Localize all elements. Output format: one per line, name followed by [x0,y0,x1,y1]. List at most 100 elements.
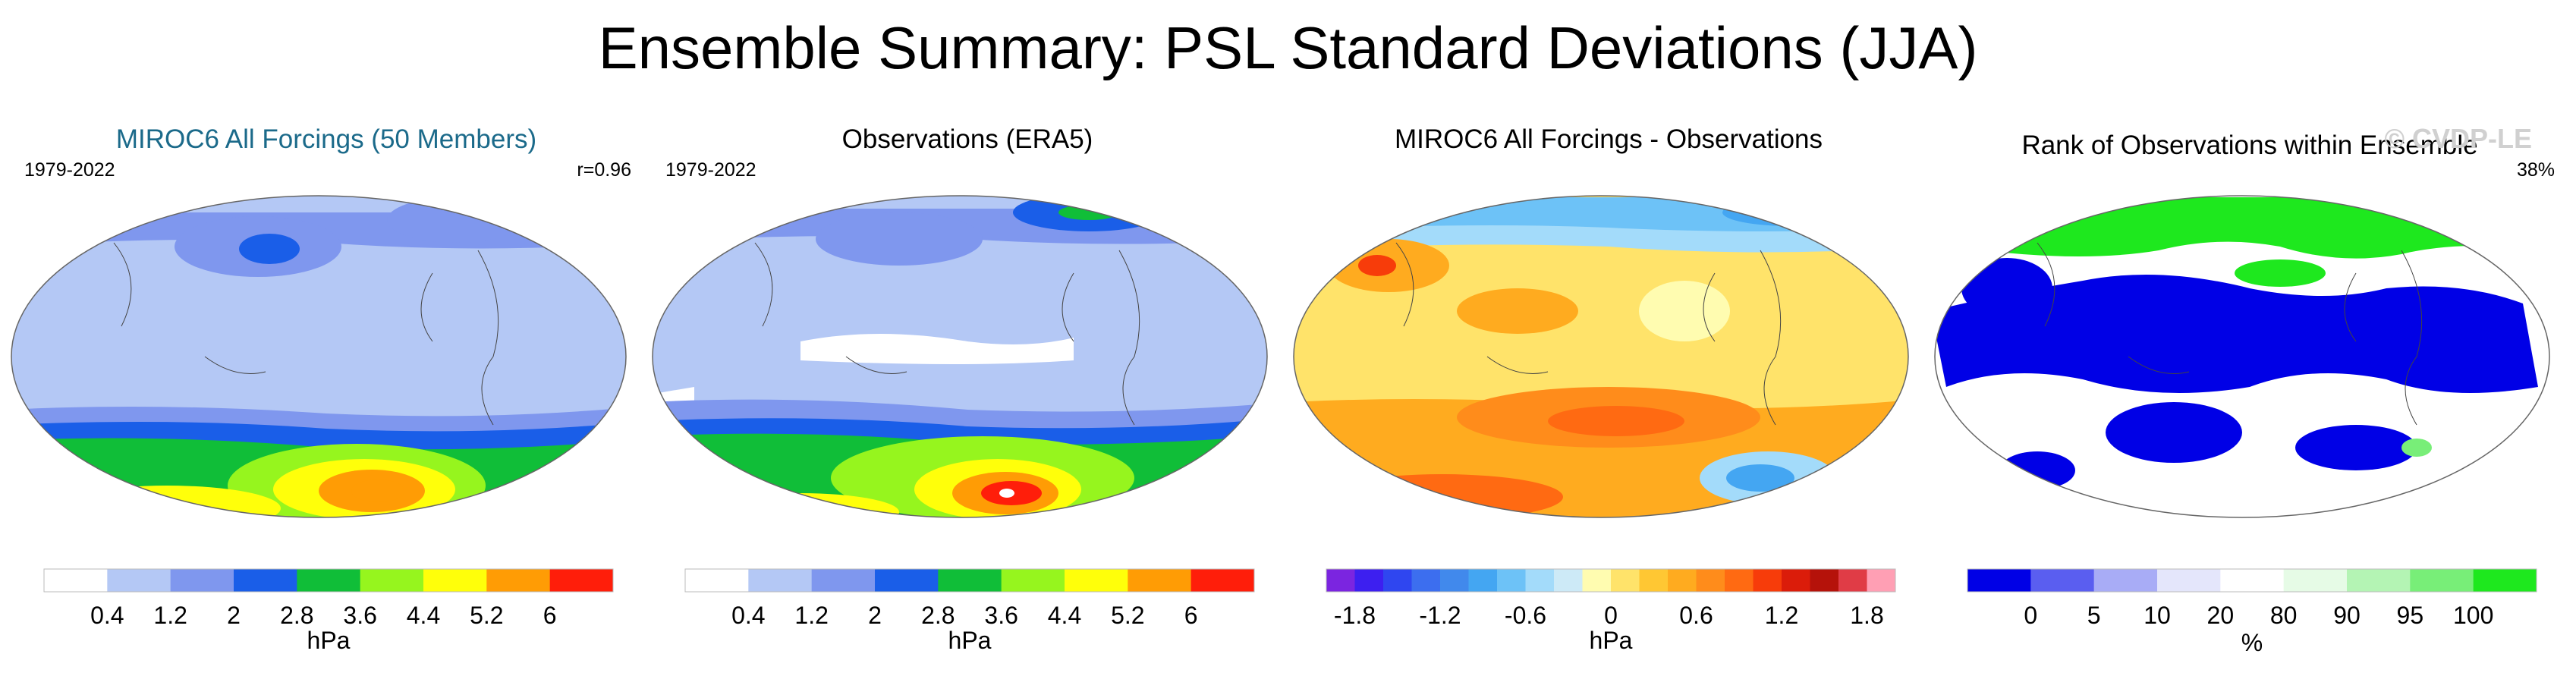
colorbar-outline [43,568,614,593]
colorbar-tick-label: -1.8 [1334,602,1376,629]
colorbar-tick-label: 0.6 [1679,602,1713,629]
colorbar-outline [1326,568,1896,593]
colorbar-tick-label: 3.6 [343,602,376,629]
colorbar-box [2157,569,2221,592]
colorbar-box [1326,569,1355,592]
colorbar-box [1639,569,1669,592]
sd-contour-north-pacific [816,212,983,266]
colorbar-units: % [2241,629,2263,656]
colorbar-units: hPa [1590,627,1633,654]
colorbar-box [423,569,487,592]
coastlines [754,242,1140,426]
diff-southern-positive-3 [1548,406,1684,436]
diff-south-atlantic-min [1726,464,1794,492]
colorbar-box [2030,569,2095,592]
colorbar-tick-label: 5 [2087,602,2101,629]
watermark: © CVDP-LE [2384,123,2532,154]
colorbar-tick-label: 80 [2270,602,2298,629]
colorbar-box [938,569,1002,592]
colorbar-tick-label: 5.2 [1111,602,1144,629]
colorbar-box [1668,569,1697,592]
colorbar-tick-label: 2.8 [921,602,955,629]
colorbar-tick-label: 2 [868,602,882,629]
colorbar-tick-label: 2.8 [280,602,313,629]
colorbar-box [2410,569,2474,592]
colorbar-tick-label: 0.4 [731,602,765,629]
colorbar-box [1001,569,1065,592]
colorbar-box [1611,569,1640,592]
colorbar-box [1582,569,1612,592]
rank-low-patch [1961,258,2052,319]
colorbar-box [1753,569,1782,592]
colorbar-tick-label: 6 [1184,602,1198,629]
colorbar-box [1065,569,1128,592]
colorbar-tick-label: 0 [1604,602,1618,629]
map-outline [1293,195,1909,518]
diff-europe-max [1358,255,1396,276]
rank-tropics-low [1935,275,2538,393]
colorbar-box [107,569,171,592]
panel-observations: Observations (ERA5) 1979-2022 0.4 1.2 2 2.8… [649,114,1286,668]
colorbar-tick-label: 1.8 [1850,602,1883,629]
colorbar-rank: 0 5 10 20 80 90 95 100 % [1967,568,2537,656]
sd-contour-north-pacific-max [239,234,300,264]
rank-green-patch [2235,259,2326,287]
colorbar-box [1525,569,1555,592]
map-rank [1934,195,2550,518]
colorbar-difference: -1.8 -1.2 -0.6 0 0.6 1.2 1.8 hPa [1326,568,1896,654]
map-model [11,195,627,518]
colorbar-box [1468,569,1498,592]
colorbar-tick-label: 2 [227,602,241,629]
colorbar-box [2093,569,2158,592]
colorbar-box [297,569,361,592]
diff-asia-positive [1457,288,1578,334]
colorbar-box [748,569,813,592]
panel-title: MIROC6 All Forcings (50 Members) [115,124,537,154]
panel-rank: Rank of Observations within Ensemble 38%… [1931,114,2568,668]
colorbar-tick-label: 3.6 [984,602,1018,629]
rank-summary: 38% [2516,159,2555,181]
colorbar-box [2347,569,2411,592]
colorbar-tick-label: 1.2 [153,602,187,629]
colorbar-box [811,569,876,592]
colorbar-tick-label: 100 [2453,602,2493,629]
colorbar-tick-label: 4.4 [1048,602,1081,629]
colorbar-box [2473,569,2537,592]
colorbar-sd-2: 0.4 1.2 2 2.8 3.6 4.4 5.2 6 hPa [684,568,1255,654]
colorbar-box [360,569,424,592]
map-outline [11,195,627,518]
coastlines [1395,242,1782,426]
map-difference [1293,195,1909,518]
colorbar-box [1128,569,1192,592]
panel-title: MIROC6 All Forcings - Observations [1394,124,1823,154]
colorbar-box [1725,569,1754,592]
map-outline [1934,195,2550,518]
colorbar-box [2283,569,2348,592]
diff-pacific-negative [1639,281,1730,341]
colorbar-box [486,569,551,592]
colorbar-box [1782,569,1810,592]
rank-south-low [2106,402,2242,463]
coastlines [113,242,499,426]
colorbar-tick-label: 95 [2397,602,2424,629]
period-label: 1979-2022 [24,159,115,181]
colorbar-box [875,569,939,592]
panel-title: Rank of Observations within Ensemble [2021,130,2478,160]
colorbar-tick-label: 0 [2024,602,2037,629]
colorbar-tick-label: -0.6 [1505,602,1546,629]
sd-contour-south-pacific-max [999,489,1014,498]
coastlines [2037,242,2423,426]
colorbar-tick-label: 4.4 [407,602,440,629]
rank-south-low-2 [2295,425,2417,470]
panel-title: Observations (ERA5) [841,124,1093,154]
colorbar-tick-label: 10 [2144,602,2171,629]
colorbar-box [1497,569,1526,592]
sd-contour-south-pacific-max [351,479,404,502]
colorbar-box [1411,569,1441,592]
colorbar-box [549,569,614,592]
colorbar-box [234,569,297,592]
colorbar-box [2220,569,2285,592]
main-title: Ensemble Summary: PSL Standard Deviation… [598,14,1978,81]
colorbar-box [1838,569,1867,592]
colorbar-box [1383,569,1412,592]
